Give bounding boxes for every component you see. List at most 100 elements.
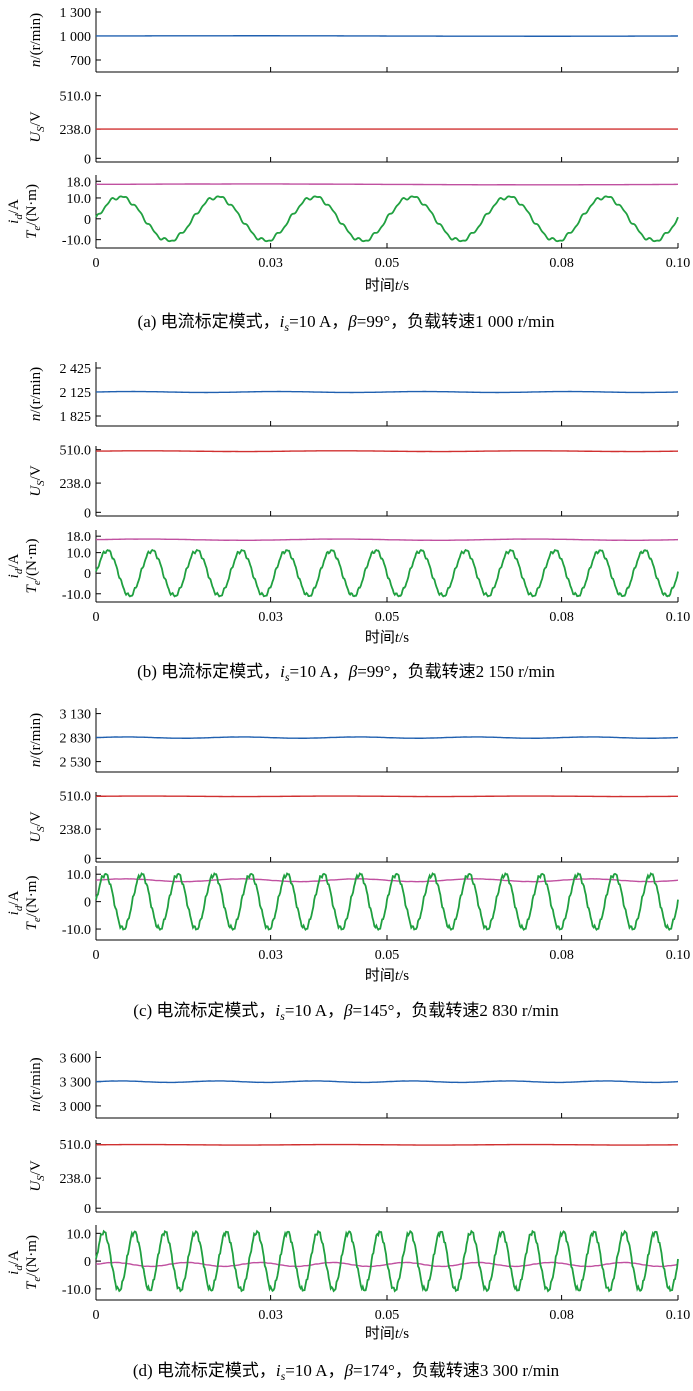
y-axis-label: n/(r/min) <box>28 1057 44 1111</box>
y-axis-label: n/(r/min) <box>28 367 44 421</box>
y-tick-label: 2 530 <box>60 756 92 771</box>
y-tick-label: 3 300 <box>60 1076 92 1091</box>
x-axis-label: 时间t/s <box>365 1325 409 1342</box>
chart-caption: (c) 电流标定模式，is=10 A，β=145°，负载转速2 830 r/mi… <box>133 1001 559 1023</box>
panel-2: 510.0 238.0 0 US/V <box>28 1138 679 1217</box>
y-tick-label: 2 830 <box>60 732 92 747</box>
y-axis-label-id: id/A <box>6 199 25 224</box>
panel-3: 10.00-10.0id/ATe/(N·m)0 0.03 0.05 0.08 0.10 <box>6 1225 690 1323</box>
y-tick-label: 238.0 <box>60 477 92 492</box>
y-tick-label: 10.0 <box>67 1227 92 1242</box>
y-axis-label-te: Te/(N·m) <box>24 184 43 239</box>
series-line-2 <box>95 195 679 243</box>
y-tick-label: 510.0 <box>60 790 92 805</box>
x-axis-label: 时间t/s <box>365 629 409 646</box>
x-tick-label: 0.03 <box>258 1308 283 1323</box>
series-line-1 <box>95 1080 679 1084</box>
y-tick-label: 700 <box>70 54 91 69</box>
x-tick-label: 0.10 <box>666 1308 691 1323</box>
y-tick-label: 2 125 <box>60 386 92 401</box>
chart-caption: (d) 电流标定模式，is=10 A，β=174°，负载转速3 300 r/mi… <box>133 1361 560 1383</box>
y-tick-label: 0 <box>84 1202 91 1217</box>
x-tick-label: 0.03 <box>258 256 283 271</box>
chart-caption: (a) 电流标定模式，is=10 A，β=99°，负载转速1 000 r/min <box>138 312 555 334</box>
y-axis-label-te: Te/(N·m) <box>24 539 43 594</box>
y-tick-label: 10.0 <box>67 192 92 207</box>
panel-2: 510.0 238.0 0 US/V <box>28 444 679 521</box>
y-axis-label: US/V <box>28 811 47 843</box>
x-tick-label: 0.03 <box>258 948 283 963</box>
x-tick-label: 0.08 <box>549 1308 574 1323</box>
y-tick-label: 18.0 <box>67 530 92 545</box>
y-axis-label: US/V <box>28 111 47 143</box>
panel-1: 3 600 3 300 3 000 n/(r/min) <box>28 1051 679 1119</box>
y-tick-label: 0 <box>84 896 91 911</box>
y-axis-label: US/V <box>28 465 47 497</box>
y-tick-label: 18.0 <box>67 175 92 190</box>
x-tick-label: 0.05 <box>375 256 400 271</box>
x-axis-label: 时间t/s <box>365 967 409 984</box>
y-tick-label: 0 <box>84 506 91 521</box>
y-tick-label: -10.0 <box>62 1283 91 1298</box>
x-tick-label: 0 <box>93 610 100 625</box>
y-tick-label: 2 425 <box>60 362 92 377</box>
y-axis-label-id: id/A <box>6 890 25 915</box>
x-tick-label: 0.08 <box>549 256 574 271</box>
y-tick-label: 238.0 <box>60 823 92 838</box>
series-line-2 <box>95 548 679 598</box>
series-line-2 <box>95 1229 679 1293</box>
x-tick-label: 0 <box>93 1308 100 1323</box>
chart-c: 3 130 2 830 2 530 n/(r/min) 510.0 238.0 0 US/V 1… <box>6 708 690 1023</box>
y-tick-label: -10.0 <box>62 923 91 938</box>
y-tick-label: 0 <box>84 1255 91 1270</box>
y-tick-label: 3 000 <box>60 1100 92 1115</box>
series-line-1 <box>95 538 679 541</box>
y-tick-label: 0 <box>84 852 91 867</box>
y-tick-label: 1 300 <box>60 6 92 21</box>
y-tick-label: 1 000 <box>60 30 92 45</box>
y-axis-label-id: id/A <box>6 1250 25 1275</box>
x-tick-label: 0.10 <box>666 948 691 963</box>
x-tick-label: 0 <box>93 256 100 271</box>
series-line-1 <box>95 183 678 186</box>
y-axis-label: n/(r/min) <box>28 13 44 67</box>
panel-1: 1 300 1 000 700 n/(r/min) <box>28 6 679 73</box>
chart-b: 2 425 2 125 1 825 n/(r/min) 510.0 238.0 0 US/V 1… <box>6 362 690 684</box>
series-line-1 <box>95 736 679 739</box>
panel-1: 2 425 2 125 1 825 n/(r/min) <box>28 362 679 427</box>
y-axis-label: n/(r/min) <box>28 713 44 767</box>
y-tick-label: 510.0 <box>60 90 92 105</box>
series-line-1 <box>96 35 679 37</box>
panel-2: 510.0 238.0 0 US/V <box>28 790 679 867</box>
panel-3: 18.010.00-10.0id/ATe/(N·m)0 0.03 0.05 0.08 0… <box>6 175 690 271</box>
series-line-1 <box>95 1143 679 1146</box>
chart-a: 1 300 1 000 700 n/(r/min) 510.0 238.0 0 US/V 18.… <box>6 6 690 334</box>
y-tick-label: 510.0 <box>60 1138 92 1153</box>
y-tick-label: 3 600 <box>60 1051 92 1066</box>
panel-3: 10.00-10.0id/ATe/(N·m)0 0.03 0.05 0.08 0.10 <box>6 866 690 963</box>
y-tick-label: 0 <box>84 213 91 228</box>
y-tick-label: 0 <box>84 567 91 582</box>
x-axis-label: 时间t/s <box>365 277 409 294</box>
panel-3: 18.010.00-10.0id/ATe/(N·m)0 0.03 0.05 0.08 0… <box>6 530 690 625</box>
y-axis-label: US/V <box>28 1160 47 1192</box>
y-tick-label: 3 130 <box>60 708 92 723</box>
y-tick-label: -10.0 <box>62 234 91 249</box>
y-axis-label-te: Te/(N·m) <box>24 1235 43 1290</box>
series-line-2 <box>95 872 679 931</box>
y-tick-label: 1 825 <box>60 410 92 425</box>
series-line-1 <box>95 878 679 883</box>
series-line-1 <box>95 795 679 798</box>
series-line-1 <box>95 450 679 453</box>
y-tick-label: 0 <box>84 152 91 167</box>
y-tick-label: 10.0 <box>67 547 92 562</box>
x-tick-label: 0.03 <box>258 610 283 625</box>
x-tick-label: 0.08 <box>549 948 574 963</box>
x-tick-label: 0.10 <box>666 256 691 271</box>
x-tick-label: 0.08 <box>549 610 574 625</box>
x-tick-label: 0 <box>93 948 100 963</box>
x-tick-label: 0.05 <box>375 610 400 625</box>
x-tick-label: 0.05 <box>375 1308 400 1323</box>
y-tick-label: 238.0 <box>60 1172 92 1187</box>
x-tick-label: 0.05 <box>375 948 400 963</box>
